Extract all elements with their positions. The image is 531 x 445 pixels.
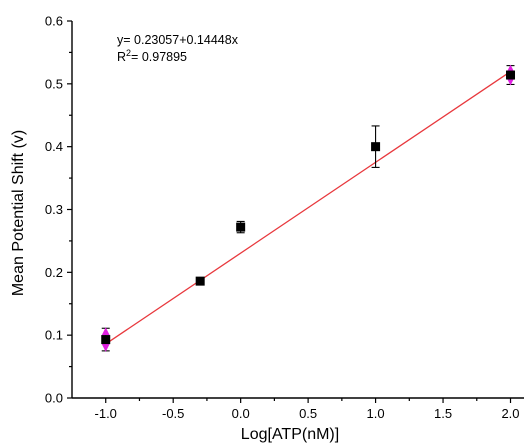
- fit-line: [105, 71, 511, 345]
- data-point-group: [371, 125, 381, 168]
- data-point: [101, 335, 111, 345]
- y-tick-label: 0.3: [45, 202, 63, 217]
- y-tick-label: 0.2: [45, 265, 63, 280]
- y-axis-title: Mean Potential Shift (v): [10, 130, 27, 296]
- data-points: [101, 64, 516, 352]
- error-marker-down: [101, 343, 110, 352]
- data-point: [236, 222, 246, 232]
- annotation: y= 0.23057+0.14448x R2= 0.97895: [117, 33, 239, 64]
- fit-line-group: [105, 71, 511, 345]
- data-point: [506, 70, 516, 80]
- data-point: [195, 276, 205, 286]
- y-tick-label: 0.1: [45, 328, 63, 343]
- x-tick-label: 1.5: [434, 406, 452, 421]
- x-tick-label: -0.5: [162, 406, 184, 421]
- data-point: [371, 142, 381, 152]
- equation-text: y= 0.23057+0.14448x: [117, 33, 239, 47]
- r-squared-prefix: R: [117, 50, 126, 64]
- y-tick-label: 0.5: [45, 76, 63, 91]
- x-tick-label: -1.0: [95, 406, 117, 421]
- r-squared-text: R2= 0.97895: [117, 48, 187, 64]
- data-point-group: [236, 220, 246, 234]
- r-squared-superscript: 2: [126, 48, 131, 58]
- data-point-group: [195, 276, 205, 286]
- y-tick-label: 0.4: [45, 139, 63, 154]
- x-tick-label: 0.5: [299, 406, 317, 421]
- y-tick-label: 0.6: [45, 14, 63, 29]
- axes: 0.0 0.1 0.2 0.3 0.4 0.5 0.6 -1.0 -0.5 0.0 0.5 1.0 1.…: [45, 14, 524, 421]
- data-point-group: [506, 64, 516, 86]
- data-point-group: [101, 327, 111, 352]
- r-squared-value: = 0.97895: [131, 50, 187, 64]
- error-marker-up: [101, 327, 110, 336]
- x-tick-label: 2.0: [501, 406, 519, 421]
- x-tick-label: 0.0: [232, 406, 250, 421]
- y-tick-label: 0.0: [45, 391, 63, 406]
- x-tick-label: 1.0: [367, 406, 385, 421]
- x-axis-title: Log[ATP(nM)]: [241, 426, 339, 443]
